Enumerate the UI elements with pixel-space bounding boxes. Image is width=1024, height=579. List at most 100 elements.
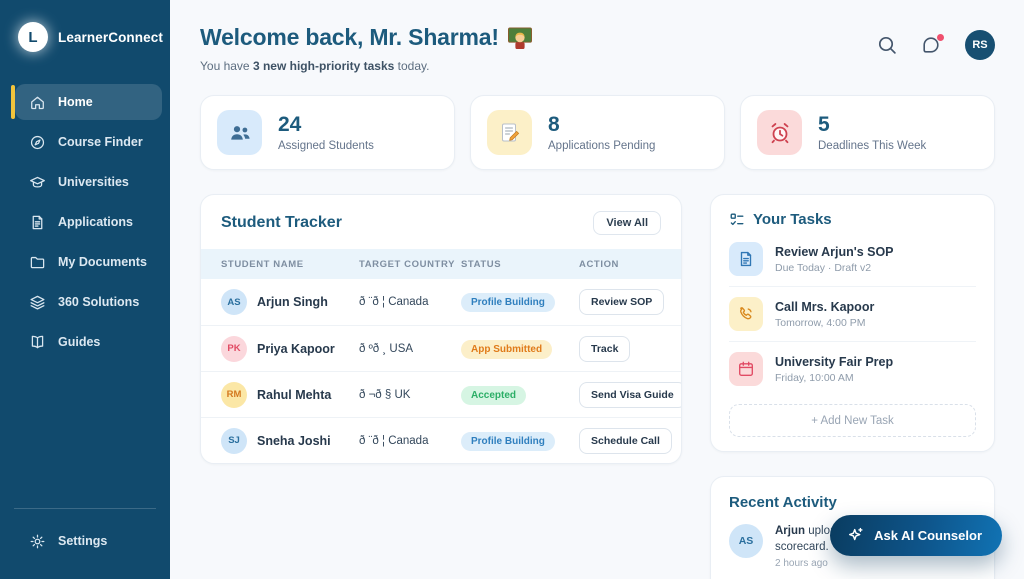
notifications-button[interactable] (921, 34, 944, 56)
student-avatar: PK (221, 335, 247, 362)
ask-ai-counselor-button[interactable]: Ask AI Counselor (830, 515, 1002, 556)
sidebar-item-label: Applications (58, 215, 134, 229)
row-action-button[interactable]: Schedule Call (579, 427, 672, 454)
target-country: ð ºð ¸ USA (359, 342, 414, 355)
student-name-cell: PK Priya Kapoor (221, 335, 359, 362)
table-row: AS Arjun Singh ð ¨ð ¦ Canada Profile Bui… (201, 279, 681, 325)
table-header-row: STUDENT NAME TARGET COUNTRY STATUS ACTION (201, 249, 681, 279)
stat-card: 24 Assigned Students (200, 95, 455, 170)
topbar: Welcome back, Mr. Sharma! You have 3 new… (200, 24, 995, 73)
stat-text: 8 Applications Pending (548, 113, 655, 152)
task-icon-tile (729, 352, 763, 386)
compass-icon (29, 134, 46, 151)
add-task-button[interactable]: + Add New Task (729, 404, 976, 437)
sidebar-item-label: Guides (58, 335, 101, 349)
app-title: LearnerConnect (58, 29, 163, 45)
tracker-title: Student Tracker (221, 214, 342, 231)
layers-icon (29, 294, 46, 311)
search-button[interactable] (877, 34, 899, 56)
stat-icon-tile (487, 110, 532, 155)
tasklist-icon (729, 212, 745, 228)
sidebar-item[interactable]: Guides (15, 324, 162, 360)
task-subtitle: Due Today · Draft v2 (775, 261, 872, 274)
stat-text: 5 Deadlines This Week (818, 113, 926, 152)
students-icon (228, 121, 252, 145)
action-cell: Send Visa Guide (579, 381, 681, 408)
student-avatar: RM (221, 381, 247, 408)
subtitle-bold: 3 new high-priority tasks (252, 59, 395, 73)
status-cell: Profile Building (461, 292, 579, 312)
calendar-icon (737, 360, 755, 378)
status-badge: Profile Building (461, 293, 555, 312)
folder-icon (29, 254, 46, 271)
sidebar-item[interactable]: My Documents (15, 244, 162, 280)
task-subtitle: Tomorrow, 4:00 PM (775, 316, 866, 329)
student-avatar: SJ (221, 427, 247, 454)
sparkle-icon (846, 526, 865, 545)
user-avatar[interactable]: RS (965, 30, 995, 60)
student-avatar: AS (221, 289, 247, 315)
status-badge: Accepted (461, 385, 527, 405)
status-cell: App Submitted (461, 339, 579, 359)
sidebar: L LearnerConnect Home Course Finder Univ… (0, 0, 170, 579)
top-actions: RS (877, 30, 995, 60)
stat-text: 24 Assigned Students (278, 113, 374, 152)
task-text: Call Mrs. Kapoor Tomorrow, 4:00 PM (775, 300, 874, 329)
view-all-button[interactable]: View All (593, 211, 661, 235)
task-item[interactable]: University Fair Prep Friday, 10:00 AM (729, 341, 976, 396)
gear-icon (29, 533, 46, 550)
task-item[interactable]: Review Arjun's SOP Due Today · Draft v2 (729, 232, 976, 286)
sidebar-divider (14, 508, 156, 509)
student-name: Priya Kapoor (257, 341, 335, 356)
activity-actor: Arjun (775, 525, 806, 537)
task-icon-tile (729, 297, 763, 331)
stat-value: 8 (548, 113, 560, 136)
sidebar-item[interactable]: Applications (15, 204, 162, 240)
sidebar-nav: Home Course Finder Universities Applicat… (0, 82, 170, 362)
welcome-block: Welcome back, Mr. Sharma! You have 3 new… (200, 24, 532, 73)
stat-icon-tile (217, 110, 262, 155)
sidebar-item[interactable]: Universities (15, 164, 162, 200)
subtitle-prefix: You have (200, 59, 253, 73)
chat-icon (921, 35, 943, 55)
student-tracker-card: Student Tracker View All STUDENT NAME TAR… (200, 194, 682, 464)
task-title: University Fair Prep (775, 354, 894, 369)
row-action-button[interactable]: Track (579, 335, 631, 362)
row-action-button[interactable]: Send Visa Guide (579, 381, 681, 408)
action-cell: Review SOP (579, 289, 665, 315)
file-icon (29, 214, 46, 231)
stat-label: Deadlines This Week (818, 140, 927, 152)
page-title: Welcome back, Mr. Sharma! (200, 24, 532, 51)
student-name-cell: AS Arjun Singh (221, 289, 359, 315)
status-badge: Profile Building (461, 431, 555, 451)
student-name-cell: SJ Sneha Joshi (221, 427, 359, 454)
student-name: Sneha Joshi (257, 433, 331, 448)
man-teacher-emoji-icon (507, 26, 532, 49)
stat-card: 5 Deadlines This Week (740, 95, 995, 170)
task-text: Review Arjun's SOP Due Today · Draft v2 (775, 245, 894, 274)
column-header: STUDENT NAME (221, 258, 304, 270)
row-action-button[interactable]: Review SOP (579, 289, 665, 315)
tasks-header: Your Tasks (729, 211, 976, 228)
task-title: Call Mrs. Kapoor (775, 299, 875, 314)
sidebar-item-settings[interactable]: Settings (15, 523, 162, 559)
target-country: ð ¨ð ¦ Canada (359, 296, 429, 308)
app-logo: L LearnerConnect (0, 0, 170, 58)
task-title: Review Arjun's SOP (775, 244, 894, 259)
sidebar-item[interactable]: 360 Solutions (15, 284, 162, 320)
task-item[interactable]: Call Mrs. Kapoor Tomorrow, 4:00 PM (729, 286, 976, 341)
sidebar-item[interactable]: Course Finder (15, 124, 162, 160)
task-subtitle: Friday, 10:00 AM (775, 371, 854, 384)
activity-avatar: AS (729, 524, 763, 558)
column-header: TARGET COUNTRY (359, 258, 456, 270)
sidebar-item[interactable]: Home (11, 84, 162, 120)
sidebar-spacer (0, 362, 170, 508)
memo-icon (498, 121, 522, 145)
table-body: AS Arjun Singh ð ¨ð ¦ Canada Profile Bui… (201, 279, 681, 463)
document-icon (737, 250, 755, 268)
student-name: Rahul Mehta (257, 387, 332, 402)
task-icon-tile (729, 242, 763, 276)
sidebar-item-label: Home (58, 95, 93, 109)
student-name: Arjun Singh (257, 295, 328, 309)
table-row: PK Priya Kapoor ð ºð ¸ USA App Submitted… (201, 325, 681, 371)
